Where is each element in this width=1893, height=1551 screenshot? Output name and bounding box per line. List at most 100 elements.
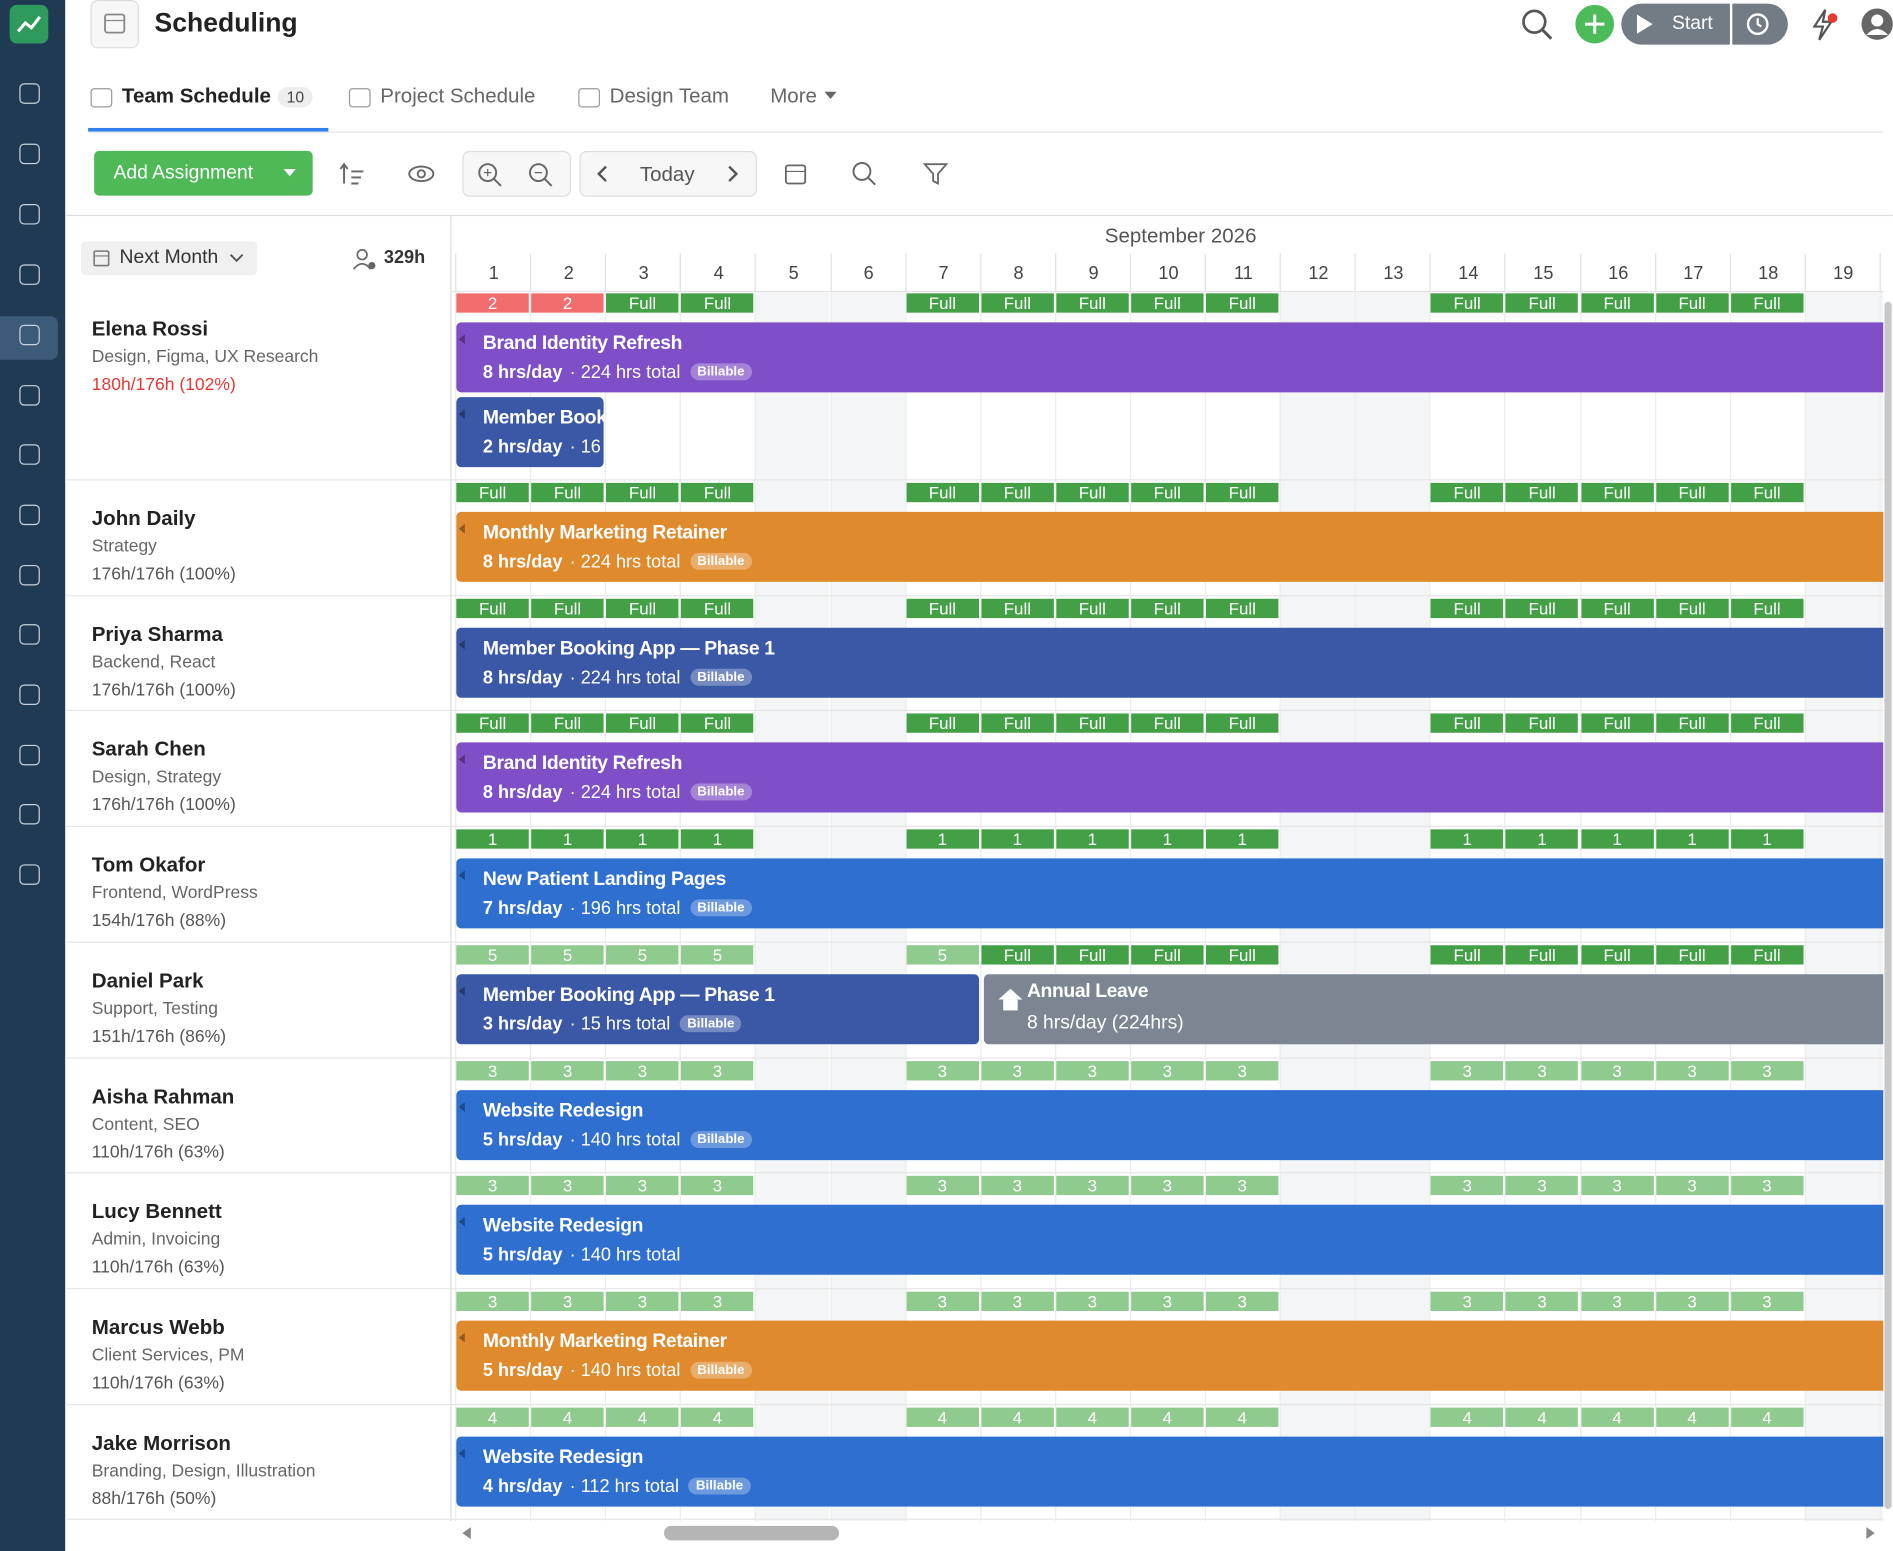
capacity-cell: 2 xyxy=(531,293,604,313)
capacity-cell: Full xyxy=(1505,293,1579,313)
row-line xyxy=(65,941,451,943)
nav-icon[interactable] xyxy=(19,624,40,645)
assignment-bar[interactable]: Website Redesign 5 hrs/day · 140 hrs total… xyxy=(456,1089,1884,1160)
person-name: Aisha Rahman xyxy=(91,1084,235,1108)
day-label: 16 xyxy=(1579,253,1656,291)
add-assignment[interactable]: Add Assignment xyxy=(94,150,313,196)
assignment-rate: 8 hrs/day xyxy=(482,551,563,573)
nav-icon[interactable] xyxy=(19,143,40,165)
calendar-button[interactable] xyxy=(782,161,809,188)
prev[interactable] xyxy=(593,164,612,183)
add-button[interactable] xyxy=(1574,4,1615,45)
tab[interactable]: More xyxy=(770,85,837,109)
start-button[interactable]: Start xyxy=(1621,3,1730,45)
capacity-cell: Full xyxy=(1730,713,1804,734)
nav-icon[interactable] xyxy=(19,504,40,526)
sort-button[interactable] xyxy=(338,159,367,188)
billable-badge: Billable xyxy=(690,668,752,686)
person[interactable]: Marcus Webb Client Services, PM 110h/176h … xyxy=(65,1289,450,1405)
today-button[interactable]: Today xyxy=(639,162,695,186)
nav-icon[interactable] xyxy=(19,444,40,465)
notifications[interactable] xyxy=(1805,6,1841,42)
assignment-bar[interactable]: Monthly Marketing Retainer 8 hrs/day · 224… xyxy=(456,511,1884,582)
view-button[interactable] xyxy=(406,159,437,188)
assignment-bar[interactable]: Member Booking App — Phase 1 3 hrs/day · 1… xyxy=(456,973,979,1044)
assignment-meta: 5 hrs/day · 140 hrs total xyxy=(483,1245,680,1266)
person[interactable]: John Daily Strategy 176h/176h (100%) xyxy=(65,480,450,596)
assignment-bar[interactable]: Brand Identity Refresh 8 hrs/day · 224 hrs… xyxy=(456,322,1884,393)
assignment-title: Brand Identity Refresh xyxy=(482,333,683,354)
nav-icon[interactable] xyxy=(19,564,40,586)
timer-button[interactable] xyxy=(1732,3,1788,45)
assignment-bar[interactable]: Brand Identity Refresh 8 hrs/day · 224 hrs… xyxy=(456,742,1884,813)
person[interactable]: Jake Morrison Branding, Design, Illustrat… xyxy=(65,1405,450,1521)
assignment-bar[interactable]: Monthly Marketing Retainer 5 hrs/day · 140… xyxy=(456,1320,1884,1391)
nav-icon[interactable] xyxy=(19,864,40,885)
row-line xyxy=(65,1287,451,1290)
nav-icon[interactable] xyxy=(19,744,40,766)
v-scrollbar[interactable] xyxy=(1884,301,1892,1510)
scroll-left[interactable] xyxy=(459,1525,476,1542)
tab[interactable]: Project Schedule xyxy=(380,85,535,109)
zoom-out[interactable] xyxy=(526,161,555,190)
person[interactable]: Elena Rossi Design, Figma, UX Research 180… xyxy=(65,291,450,481)
assignment-title: Annual Leave xyxy=(1026,981,1149,1002)
row-line xyxy=(65,1056,451,1059)
capacity-cell: 3 xyxy=(1505,1291,1579,1311)
person[interactable]: Priya Sharma Backend, React 176h/176h (100… xyxy=(65,596,450,712)
person[interactable]: Tom Okafor Frontend, WordPress 154h/176h (… xyxy=(65,827,450,943)
day-label: 1 xyxy=(455,253,531,291)
leave-icon-base xyxy=(1002,999,1018,1011)
capacity-cell: 4 xyxy=(1131,1407,1204,1427)
tab[interactable]: Team Schedule 10 xyxy=(122,85,313,109)
capacity-cell: 4 xyxy=(981,1407,1054,1427)
nav-icon[interactable] xyxy=(19,684,40,706)
day-label: 4 xyxy=(680,253,756,291)
assignment-bar[interactable]: Website Redesign 5 hrs/day · 140 hrs total xyxy=(456,1205,1884,1276)
nav-icon[interactable] xyxy=(19,324,40,346)
assignment-rate: 5 hrs/day xyxy=(482,1129,563,1150)
capacity-cell: Full xyxy=(1580,482,1654,503)
assignment-bar[interactable]: Member Booking App — Phase 1 2 hrs/day · 1… xyxy=(456,397,604,468)
person[interactable]: Aisha Rahman Content, SEO 110h/176h (63%) xyxy=(65,1058,450,1174)
assignment-bar[interactable]: Member Booking App — Phase 1 8 hrs/day · 2… xyxy=(456,627,1884,698)
user-avatar[interactable] xyxy=(1859,6,1893,42)
person[interactable]: Lucy Bennett Admin, Invoicing 110h/176h (6… xyxy=(65,1174,450,1290)
filter-button[interactable] xyxy=(922,161,949,188)
nav-icon[interactable] xyxy=(19,204,40,225)
person[interactable]: Daniel Park Support, Testing 151h/176h (86… xyxy=(65,943,450,1059)
capacity-cell: 4 xyxy=(456,1407,529,1427)
nav-icon[interactable] xyxy=(19,264,40,285)
h-scrollbar[interactable] xyxy=(663,1525,840,1541)
tab[interactable]: Design Team xyxy=(610,85,729,109)
nav-icon[interactable] xyxy=(19,83,40,104)
scroll-right[interactable] xyxy=(1862,1525,1879,1542)
search-button[interactable] xyxy=(1519,6,1555,42)
logo[interactable] xyxy=(9,4,49,44)
capacity-cell: 3 xyxy=(1580,1060,1654,1080)
nav-icon[interactable] xyxy=(19,803,40,825)
capacity-cell: 3 xyxy=(906,1291,979,1311)
nav-icon[interactable] xyxy=(19,385,40,406)
person[interactable]: Sarah Chen Design, Strategy 176h/176h (100… xyxy=(65,712,450,828)
assignment-bar[interactable]: New Patient Landing Pages 7 hrs/day · 196 … xyxy=(456,858,1884,929)
row-line xyxy=(451,1056,1884,1059)
collapse-arrow xyxy=(458,1448,465,1458)
capacity-cell: Full xyxy=(1056,713,1129,734)
row-line xyxy=(65,1519,451,1521)
find-button[interactable] xyxy=(851,161,878,188)
range-select[interactable]: Next Month xyxy=(80,241,258,276)
capacity-cell: 3 xyxy=(1430,1176,1504,1196)
zoom-in[interactable] xyxy=(476,161,505,190)
assignment-total: · 112 hrs total xyxy=(569,1475,680,1497)
next[interactable] xyxy=(723,164,742,183)
assignment-total: · 15 hrs total xyxy=(569,1013,671,1035)
assignment-bar[interactable]: Annual Leave 8 hrs/day (224hrs) xyxy=(983,973,1884,1044)
person-skills: Support, Testing xyxy=(91,999,218,1019)
capacity-cell: 1 xyxy=(456,829,529,849)
assignment-bar[interactable]: Website Redesign 4 hrs/day · 112 hrs total… xyxy=(456,1436,1884,1507)
assignment-rate: 8 hrs/day xyxy=(482,362,563,383)
collapse-arrow xyxy=(458,639,465,650)
